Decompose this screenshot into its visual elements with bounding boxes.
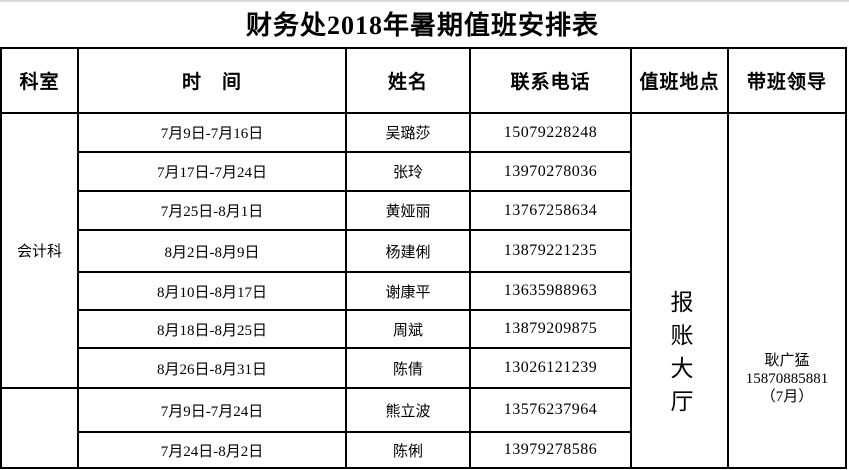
col-header-location: 值班地点 [630,47,729,114]
time-cell: 7月25日-8月1日 [77,190,347,231]
name-cell: 谢康平 [345,271,471,311]
time-cell: 7月9日-7月16日 [77,112,347,153]
header-row: 科室 时 间 姓名 联系电话 值班地点 带班领导 [0,47,847,114]
table-row: 8月26日-8月31日 陈倩 13026121239 [1,347,846,389]
table-row: 会计科 7月9日-7月16日 吴璐莎 15079228248 报账大厅 耿广猛 … [0,112,847,469]
time-cell: 8月2日-8月9日 [77,229,347,273]
col-header-leader: 带班领导 [727,47,847,114]
table-row: 8月10日-8月17日 谢康平 13635988963 [1,271,846,311]
table-row: 7月9日-7月24日 熊立波 13576237964 [0,387,846,469]
col-header-department: 科室 [0,47,79,114]
name-cell: 熊立波 [345,387,471,433]
name-cell: 杨建俐 [345,229,471,273]
name-cell: 黄娅丽 [345,190,471,231]
table-row: 8月2日-8月9日 杨建俐 13879221235 [1,229,846,273]
time-cell: 8月10日-8月17日 [77,271,347,311]
name-cell: 陈俐 [345,431,471,469]
name-cell: 吴璐莎 [345,112,471,153]
top-edge-line [0,0,849,2]
phone-cell: 13970278036 [469,151,632,192]
phone-cell: 13576237964 [469,387,632,433]
page-title: 财务处2018年暑期值班安排表 [245,11,599,40]
table-row: 7月17日-7月24日 张玲 13970278036 [1,151,846,192]
time-cell: 8月18日-8月25日 [77,309,347,349]
table-row: 7月25日-8月1日 黄娅丽 13767258634 [1,190,846,231]
col-header-time: 时 间 [77,47,347,114]
time-cell: 7月9日-7月24日 [77,387,347,433]
duty-schedule-table: 科室 时 间 姓名 联系电话 值班地点 带班领导 会计科 7月9日-7月16日 … [0,47,847,469]
phone-cell: 13635988963 [469,271,632,311]
leader-cell: 耿广猛 15870885881 （7月） [727,112,847,469]
phone-cell: 13879221235 [469,229,632,273]
leader-phone: 15870885881 [745,371,829,387]
table-row: 8月18日-8月25日 周斌 13879209875 [1,309,846,349]
department-cell-accounting: 会计科 [0,112,79,389]
name-cell: 周斌 [345,309,471,349]
time-cell: 8月26日-8月31日 [77,347,347,389]
leader-name: 耿广猛 [764,353,810,369]
location-cell: 报账大厅 [630,112,729,469]
department-cell-2 [0,387,79,469]
table-row: 7月24日-8月2日 陈俐 13979278586 [1,431,846,469]
name-cell: 张玲 [345,151,471,192]
phone-cell: 13879209875 [469,309,632,349]
name-cell: 陈倩 [345,347,471,389]
leader-block: 耿广猛 15870885881 （7月） [730,352,844,406]
phone-cell: 13979278586 [469,431,632,469]
time-cell: 7月24日-8月2日 [77,431,347,469]
phone-cell: 13026121239 [469,347,632,389]
location-text: 报账大厅 [667,290,692,422]
phone-cell: 15079228248 [469,112,632,153]
time-cell: 7月17日-7月24日 [77,151,347,192]
phone-cell: 13767258634 [469,190,632,231]
leader-note: （7月） [760,389,814,405]
col-header-name: 姓名 [345,47,471,114]
col-header-phone: 联系电话 [469,47,632,114]
